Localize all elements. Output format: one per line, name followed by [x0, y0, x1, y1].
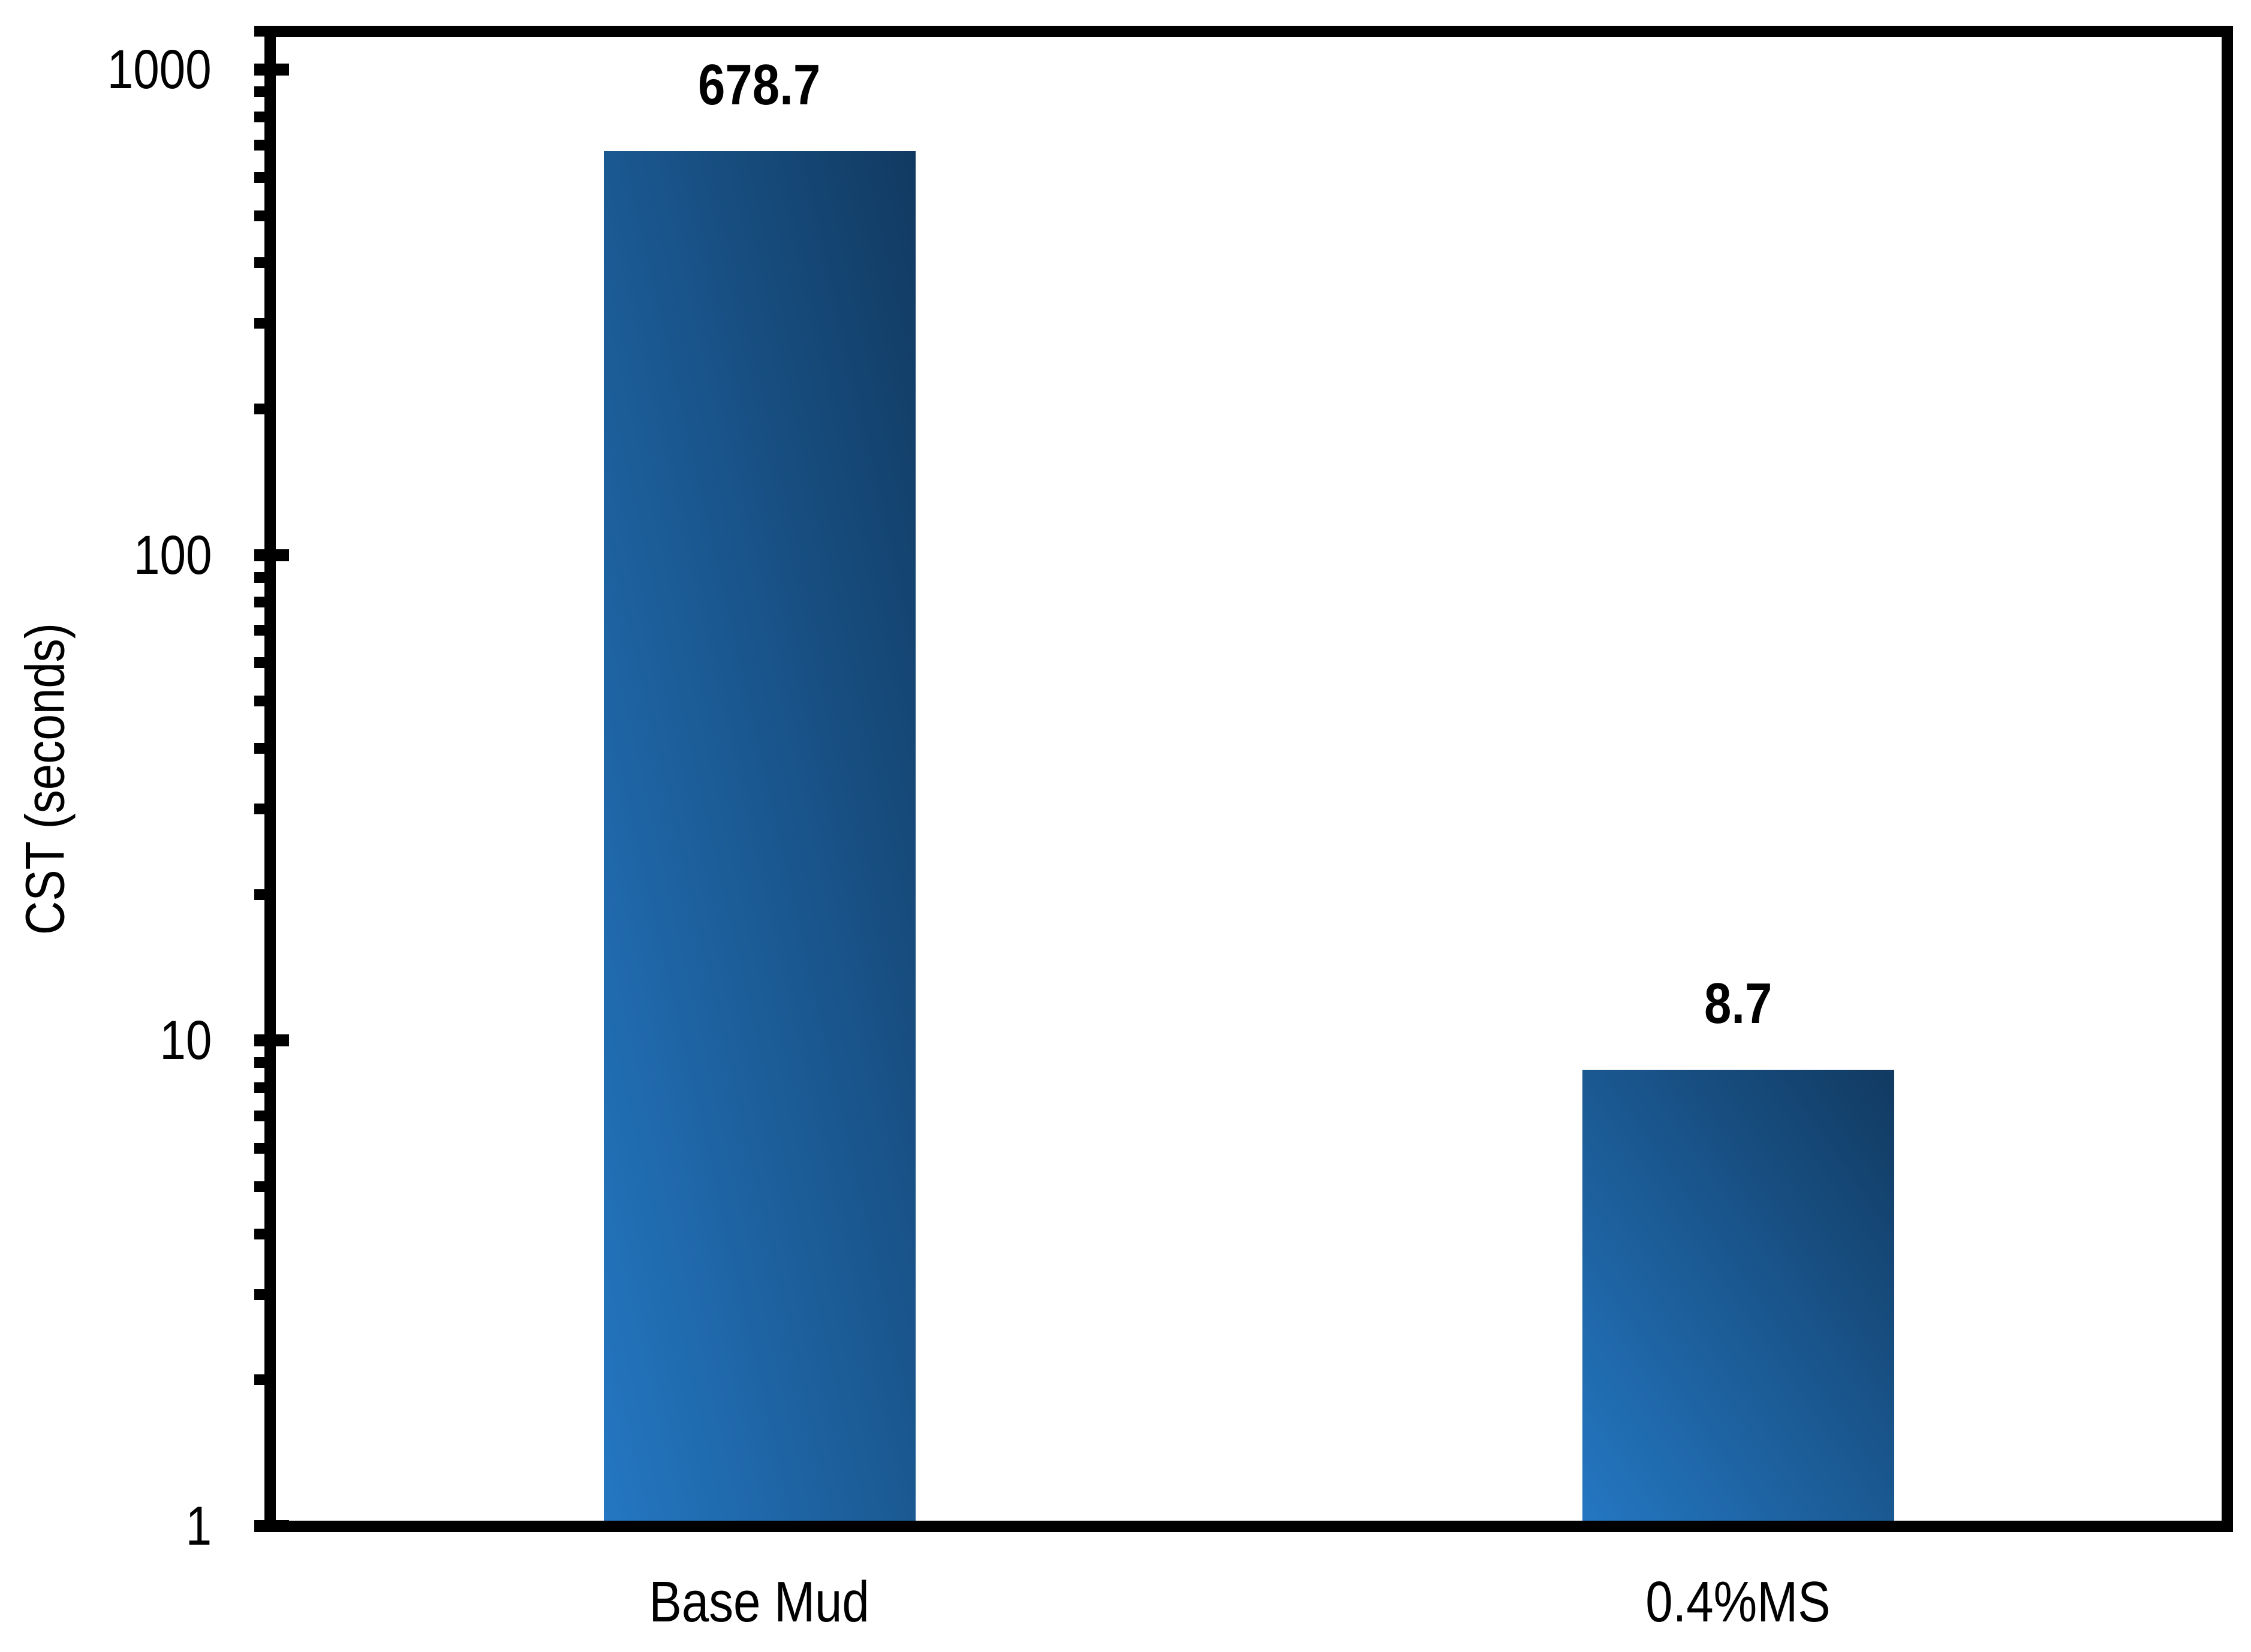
- y-minor-tick: [254, 742, 269, 754]
- y-major-tick: [254, 64, 289, 76]
- y-minor-tick: [254, 625, 269, 636]
- category-label: 0.4%MS: [1468, 1572, 2008, 1632]
- y-tick-label: 100: [0, 526, 212, 584]
- y-minor-tick: [254, 571, 269, 583]
- y-minor-tick: [254, 139, 269, 151]
- y-tick-label-text: 10: [160, 1010, 212, 1072]
- y-minor-tick: [254, 318, 269, 329]
- y-minor-tick: [254, 404, 269, 414]
- bar: [1582, 1070, 1894, 1521]
- y-tick-label: 10: [0, 1012, 212, 1069]
- category-label: Base Mud: [490, 1572, 1030, 1632]
- category-label-text: 0.4%MS: [1645, 1570, 1831, 1634]
- y-minor-tick: [254, 1289, 269, 1300]
- y-minor-tick: [254, 1057, 269, 1069]
- y-axis-title: CST (seconds): [4, 26, 88, 1532]
- y-minor-tick: [254, 171, 269, 183]
- bar-value-label-text: 8.7: [1704, 971, 1772, 1036]
- y-minor-tick: [254, 804, 269, 815]
- category-label-text: Base Mud: [649, 1570, 870, 1634]
- bar-value-label-text: 678.7: [698, 53, 821, 118]
- y-major-tick: [254, 1034, 289, 1047]
- y-minor-tick: [254, 657, 269, 669]
- bar: [603, 151, 916, 1521]
- y-tick-label-text: 1000: [107, 39, 212, 101]
- y-major-tick: [254, 549, 289, 561]
- y-minor-tick: [254, 1228, 269, 1239]
- y-minor-tick: [254, 889, 269, 900]
- y-minor-tick: [254, 1142, 269, 1154]
- y-minor-tick: [254, 111, 269, 122]
- y-tick-label: 1000: [0, 41, 212, 98]
- y-minor-tick: [254, 1181, 269, 1193]
- y-minor-tick: [254, 1374, 269, 1386]
- y-minor-tick: [254, 696, 269, 707]
- y-minor-tick: [254, 1110, 269, 1121]
- y-axis-title-text: CST (seconds): [14, 622, 76, 935]
- y-minor-tick: [254, 257, 269, 269]
- y-minor-tick: [254, 1082, 269, 1093]
- bar-value-label: 8.7: [1528, 974, 1948, 1034]
- y-minor-tick: [254, 210, 269, 221]
- y-minor-tick: [254, 597, 269, 608]
- y-tick-label: 1: [0, 1497, 212, 1555]
- y-tick-label-text: 1: [185, 1495, 212, 1557]
- bar-value-label: 678.7: [550, 55, 970, 115]
- y-minor-tick: [254, 86, 269, 98]
- y-major-tick: [254, 1520, 289, 1532]
- y-minor-tick: [254, 26, 269, 37]
- plot-area-frame: [264, 26, 2233, 1532]
- y-tick-label-text: 100: [133, 524, 212, 586]
